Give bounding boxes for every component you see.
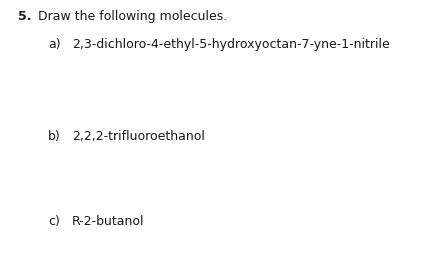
Text: b): b)	[48, 130, 61, 143]
Text: 2,2,2-trifluoroethanol: 2,2,2-trifluoroethanol	[72, 130, 205, 143]
Text: Draw the following molecules.: Draw the following molecules.	[38, 10, 227, 23]
Text: 2,3-dichloro-4-ethyl-5-hydroxyoctan-7-yne-1-nitrile: 2,3-dichloro-4-ethyl-5-hydroxyoctan-7-yn…	[72, 38, 390, 51]
Text: a): a)	[48, 38, 60, 51]
Text: c): c)	[48, 215, 60, 228]
Text: R-2-butanol: R-2-butanol	[72, 215, 145, 228]
Text: 5.: 5.	[18, 10, 31, 23]
